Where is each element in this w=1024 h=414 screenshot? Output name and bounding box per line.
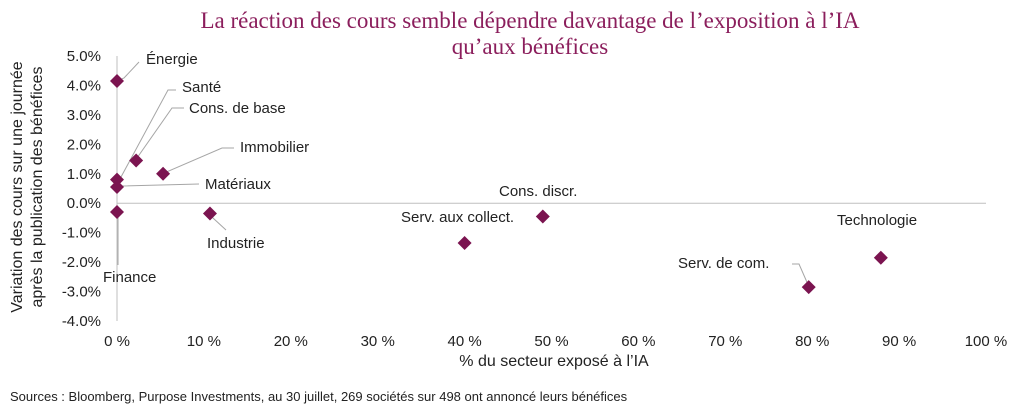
x-axis-title: % du secteur exposé à l’IA <box>459 353 649 370</box>
data-point-marker <box>873 250 888 265</box>
data-point-label: Immobilier <box>240 139 309 156</box>
data-point-marker <box>110 172 124 187</box>
data-point-label: Énergie <box>146 51 198 68</box>
data-point-label: Cons. de base <box>189 100 286 117</box>
y-tick-label: 4.0% <box>67 77 101 94</box>
x-tick-label: 40 % <box>447 333 481 350</box>
axes: 5.0% 4.0% 3.0% 2.0% 1.0% 0.0% -1.0% -2.0% -3.0% -… <box>62 48 1007 350</box>
data-point-marker <box>110 180 124 195</box>
leader-line <box>162 147 234 175</box>
data-point-label: Industrie <box>207 235 265 252</box>
leader-line <box>116 89 176 181</box>
data-point-marker <box>129 153 144 168</box>
y-tick-label: 0.0% <box>67 195 101 212</box>
data-point-marker <box>110 74 124 89</box>
data-point-label: Matériaux <box>205 176 271 193</box>
y-axis-title-line-1: Variation des cours sur une journée <box>9 61 26 313</box>
point-labels: Énergie Santé Cons. de base Immobilier Matér… <box>103 51 917 286</box>
y-tick-label: 5.0% <box>67 48 101 65</box>
data-point-marker <box>110 205 124 220</box>
x-tick-label: 100 % <box>965 333 1008 350</box>
x-tick-label: 90 % <box>882 333 916 350</box>
chart-title-line-1: La réaction des cours semble dépendre da… <box>200 8 859 33</box>
y-tick-label: -4.0% <box>62 313 101 330</box>
data-point-label: Cons. discr. <box>499 183 577 200</box>
data-point-marker <box>202 206 217 221</box>
x-tick-label: 10 % <box>187 333 221 350</box>
leader-line <box>116 183 200 188</box>
x-tick-label: 0 % <box>104 333 130 350</box>
data-point-marker <box>801 280 816 295</box>
y-tick-label: -1.0% <box>62 225 101 242</box>
data-point-label: Santé <box>182 79 221 96</box>
x-tick-label: 60 % <box>621 333 655 350</box>
data-point-marker <box>156 166 171 181</box>
data-point-label: Finance <box>103 269 156 286</box>
x-tick-label: 80 % <box>795 333 829 350</box>
x-tick-label: 20 % <box>274 333 308 350</box>
y-tick-label: -2.0% <box>62 254 101 271</box>
x-tick-label: 50 % <box>534 333 568 350</box>
data-point-label: Serv. aux collect. <box>401 209 514 226</box>
y-tick-label: 1.0% <box>67 166 101 183</box>
x-tick-label: 30 % <box>361 333 395 350</box>
y-tick-label: 2.0% <box>67 136 101 153</box>
markers <box>110 74 888 295</box>
y-tick-label: -3.0% <box>62 284 101 301</box>
y-tick-label: 3.0% <box>67 107 101 124</box>
chart-title-line-2: qu’aux bénéfices <box>452 34 609 59</box>
source-note: Sources : Bloomberg, Purpose Investments… <box>10 389 628 404</box>
data-point-label: Serv. de com. <box>678 255 769 272</box>
x-tick-label: 70 % <box>708 333 742 350</box>
data-point-marker <box>535 209 550 224</box>
data-point-marker <box>457 235 472 250</box>
data-point-label: Technologie <box>837 212 917 229</box>
y-axis-title-line-2: après la publication des bénéfices <box>29 66 46 307</box>
leader-line <box>135 107 184 161</box>
